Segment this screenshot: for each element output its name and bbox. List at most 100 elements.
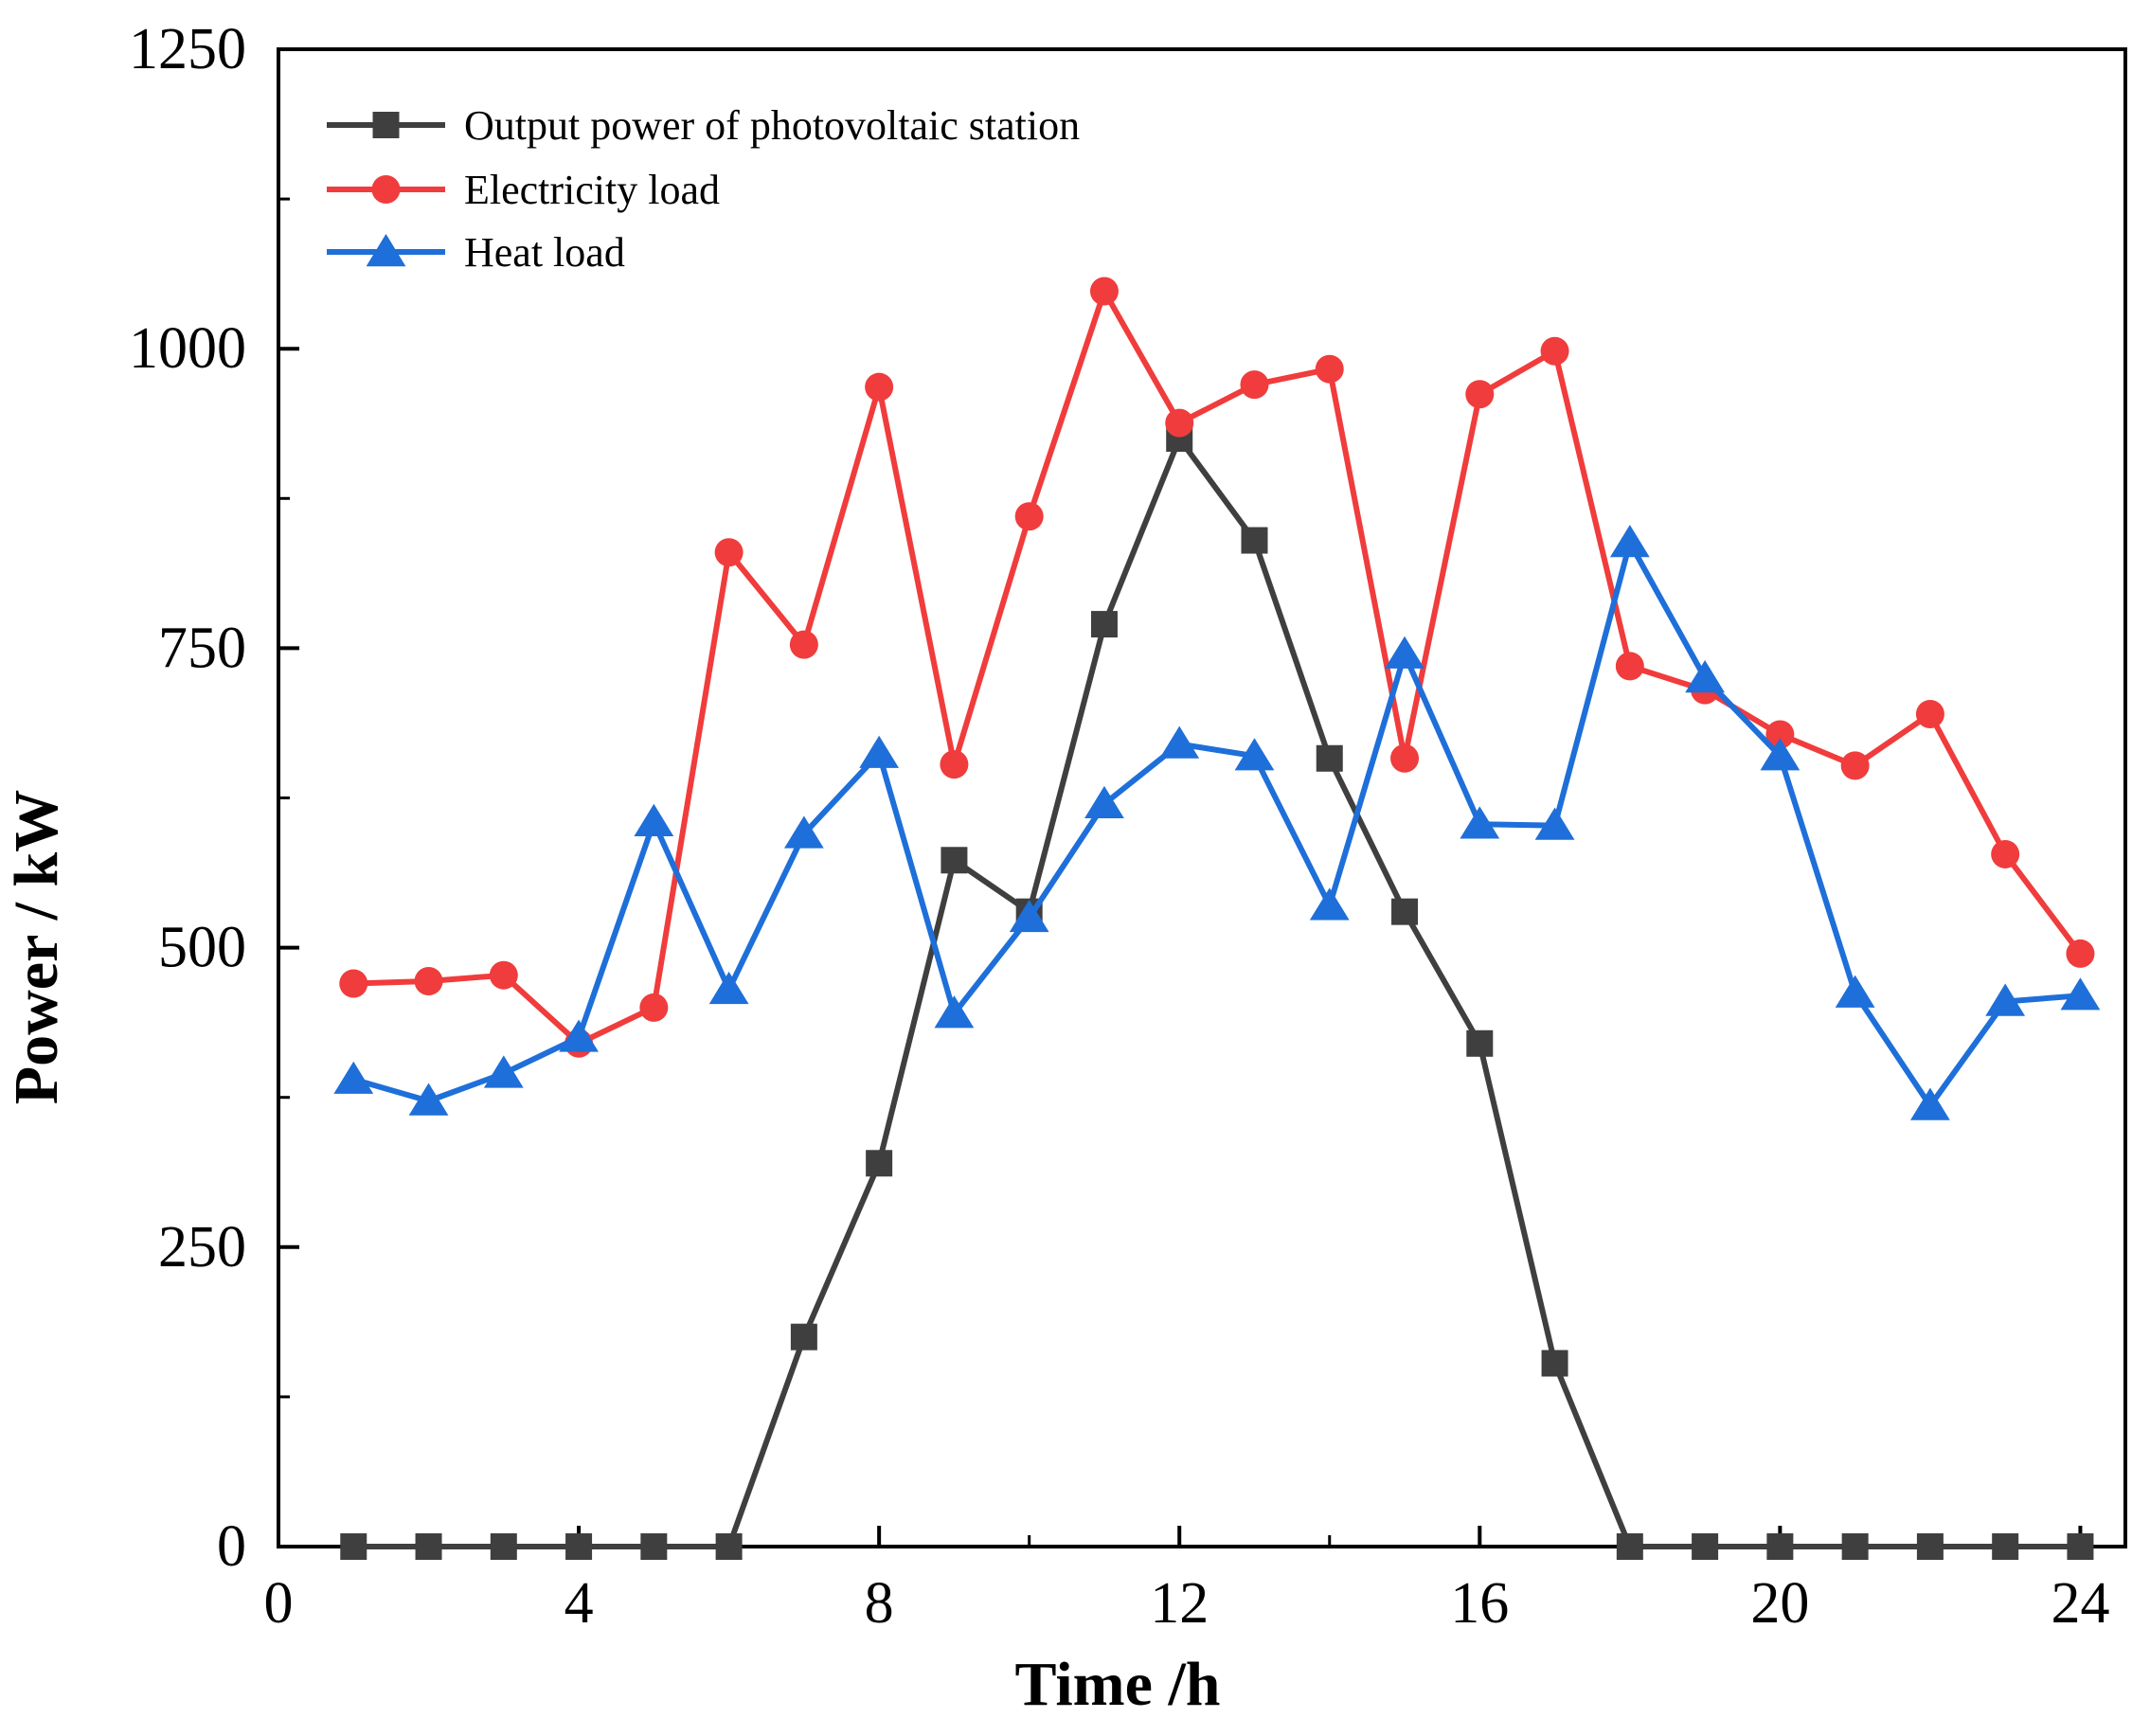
legend-marker: [371, 175, 401, 204]
series-line: [352, 540, 2081, 1109]
data-point: [1915, 699, 1944, 728]
x-tick-label: 4: [564, 1571, 594, 1636]
y-tick-label: 0: [217, 1514, 246, 1579]
legend-label: Heat load: [464, 229, 625, 276]
legend-item: Output power of photovoltaic station: [327, 102, 1080, 149]
x-axis-title: Time /h: [1015, 1650, 1221, 1719]
data-point: [1616, 1533, 1643, 1560]
series-line: [353, 436, 2081, 1549]
x-tick-label: 20: [1750, 1571, 1809, 1636]
legend: Output power of photovoltaic station Elec…: [327, 102, 1080, 276]
data-point: [714, 538, 744, 567]
x-tick-label: 24: [2051, 1571, 2109, 1636]
data-point: [1090, 611, 1118, 638]
data-point: [1159, 725, 1200, 759]
data-point: [1466, 1029, 1494, 1057]
data-point: [483, 1055, 524, 1088]
x-tick-label: 12: [1150, 1571, 1209, 1636]
data-point: [790, 1323, 817, 1351]
y-axis: 0 250 500 750 1000 1250: [129, 17, 299, 1579]
series-1: [340, 425, 2094, 1560]
data-point: [1835, 975, 1875, 1008]
data-point: [2067, 1533, 2094, 1560]
data-point: [1084, 785, 1124, 819]
data-point: [1315, 354, 1344, 384]
data-point: [565, 1533, 593, 1560]
data-point: [1385, 635, 1424, 669]
data-point: [1840, 751, 1870, 780]
data-point: [414, 967, 443, 996]
y-tick-label: 1000: [129, 316, 246, 381]
data-point: [708, 971, 749, 1005]
data-point: [634, 803, 674, 836]
data-point: [940, 750, 969, 779]
series-3: [333, 525, 2101, 1120]
data-point: [859, 735, 900, 768]
data-point: [1234, 738, 1275, 771]
data-point: [1992, 1533, 2019, 1560]
y-tick-label: 250: [158, 1215, 246, 1280]
data-point: [865, 372, 894, 402]
legend-label: Electricity load: [464, 167, 720, 213]
legend-item: Heat load: [327, 229, 625, 276]
data-point: [1760, 738, 1801, 771]
data-point: [1240, 370, 1269, 400]
data-point: [339, 969, 368, 998]
data-point: [559, 1019, 599, 1052]
data-point: [639, 993, 669, 1022]
series-2: [339, 277, 2095, 1058]
x-tick-label: 8: [865, 1571, 894, 1636]
x-tick-label: 0: [264, 1571, 294, 1636]
data-point: [789, 630, 818, 659]
data-point: [1685, 660, 1725, 693]
data-point: [333, 1061, 374, 1094]
data-point: [1014, 502, 1044, 531]
data-point: [1841, 1533, 1869, 1560]
data-point: [1692, 1533, 1719, 1560]
data-point: [866, 1150, 893, 1177]
data-point: [941, 847, 968, 874]
data-point: [1390, 743, 1420, 773]
y-tick-label: 750: [158, 616, 246, 680]
data-point: [1540, 336, 1569, 366]
data-point: [1615, 652, 1644, 681]
data-point: [1089, 277, 1119, 306]
data-point: [490, 1533, 517, 1560]
data-point: [1609, 525, 1650, 558]
data-point: [2066, 939, 2095, 968]
data-point: [640, 1533, 668, 1560]
data-point: [783, 815, 824, 849]
data-point: [415, 1533, 442, 1560]
data-point: [1391, 898, 1419, 925]
data-point: [340, 1533, 367, 1560]
legend-item: Electricity load: [327, 167, 720, 213]
data-point: [1910, 1087, 1950, 1120]
legend-marker: [366, 234, 406, 267]
data-point: [1460, 806, 1500, 839]
data-point: [1985, 983, 2026, 1016]
data-point: [408, 1083, 449, 1116]
data-point: [1465, 380, 1495, 409]
data-point: [1009, 899, 1049, 933]
data-point: [934, 995, 975, 1029]
data-point: [489, 960, 518, 990]
data-point: [1916, 1533, 1944, 1560]
series-line: [353, 288, 2083, 1047]
y-tick-label: 1250: [129, 17, 246, 81]
data-point: [1991, 839, 2020, 868]
y-tick-label: 500: [158, 916, 246, 980]
data-point: [1165, 408, 1194, 438]
x-axis: 0 4 8 12 16 20 24: [264, 1526, 2109, 1636]
data-point: [1241, 527, 1268, 554]
data-point: [2060, 977, 2101, 1011]
data-point: [1534, 807, 1575, 840]
data-point: [1309, 887, 1350, 921]
series-layer: [333, 277, 2101, 1560]
data-point: [715, 1533, 743, 1560]
legend-label: Output power of photovoltaic station: [464, 102, 1080, 149]
data-point: [1316, 744, 1343, 772]
data-point: [1541, 1350, 1568, 1377]
data-point: [1766, 1533, 1794, 1560]
legend-marker: [372, 112, 400, 138]
data-point: [1765, 720, 1795, 749]
